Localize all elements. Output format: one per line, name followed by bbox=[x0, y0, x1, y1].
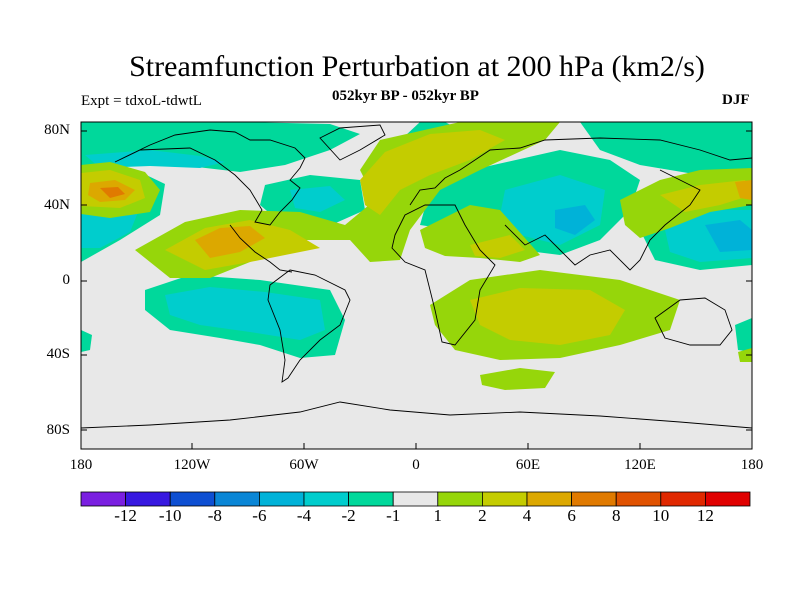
lat-label-80s: 80S bbox=[46, 422, 70, 438]
colorbar-swatch bbox=[392, 491, 439, 507]
colorbar-swatch bbox=[571, 491, 617, 507]
colorbar-label: 10 bbox=[652, 506, 670, 525]
colorbar-swatch bbox=[660, 491, 706, 507]
colorbar-label: -6 bbox=[252, 506, 267, 525]
colorbar-swatch bbox=[125, 491, 171, 507]
coast-africa bbox=[391, 204, 496, 346]
colorbar-label: 6 bbox=[567, 506, 576, 525]
coastlines bbox=[81, 124, 752, 429]
coast-asia bbox=[504, 169, 701, 271]
colorbar-label: 4 bbox=[522, 506, 532, 525]
colorbar-label: -4 bbox=[296, 506, 312, 525]
colorbar-swatch bbox=[169, 491, 216, 507]
colorbar-swatch bbox=[303, 491, 349, 507]
lon-label-180w: 180 bbox=[69, 457, 93, 473]
experiment-label: Expt = tdxoL-tdwtL bbox=[81, 93, 202, 109]
lat-label-0: 0 bbox=[62, 272, 71, 288]
plot-title: Streamfunction Perturbation at 200 hPa (… bbox=[129, 50, 705, 83]
colorbar-label: -12 bbox=[114, 506, 137, 525]
negative-anomalies bbox=[81, 122, 752, 358]
colorbar-label: -8 bbox=[207, 506, 222, 525]
colorbar bbox=[80, 491, 751, 507]
lon-label-120w: 120W bbox=[173, 457, 211, 473]
lat-label-40n: 40N bbox=[44, 197, 70, 213]
lon-label-180e: 180 bbox=[740, 457, 764, 473]
colorbar-label: 8 bbox=[611, 506, 621, 525]
coast-north-america bbox=[114, 129, 306, 226]
colorbar-swatch bbox=[526, 491, 572, 507]
lon-label-120e: 120E bbox=[624, 457, 656, 473]
coast-europe bbox=[409, 137, 752, 206]
coast-central-america bbox=[229, 224, 293, 273]
period-label: 052kyr BP - 052kyr BP bbox=[332, 88, 479, 104]
lon-label-60e: 60E bbox=[515, 457, 541, 473]
coast-south-america bbox=[267, 269, 351, 383]
colorbar-swatch bbox=[80, 491, 126, 507]
colorbar-swatch bbox=[615, 491, 662, 507]
colorbar-label: 2 bbox=[478, 506, 487, 525]
colorbar-swatch bbox=[481, 491, 528, 507]
colorbar-label: -1 bbox=[386, 506, 401, 525]
coast-australia bbox=[654, 297, 733, 346]
colorbar-swatch bbox=[214, 491, 260, 507]
coast-antarctica bbox=[81, 401, 752, 429]
colorbar-label: -2 bbox=[341, 506, 356, 525]
colorbar-swatch bbox=[348, 491, 394, 507]
axis-ticks bbox=[80, 130, 753, 449]
lon-label-60w: 60W bbox=[289, 457, 319, 473]
season-label: DJF bbox=[722, 92, 750, 108]
colorbar-label: -10 bbox=[158, 506, 182, 525]
colorbar-label: 1 bbox=[433, 506, 443, 525]
lon-label-0: 0 bbox=[412, 457, 420, 473]
colorbar-label: 12 bbox=[696, 506, 714, 525]
colorbar-swatch bbox=[705, 491, 751, 507]
colorbar-swatch bbox=[437, 491, 483, 507]
coast-greenland bbox=[319, 124, 386, 161]
colorbar-swatch bbox=[258, 491, 305, 507]
lat-label-80n: 80N bbox=[44, 122, 70, 138]
lat-label-40s: 40S bbox=[46, 346, 70, 362]
